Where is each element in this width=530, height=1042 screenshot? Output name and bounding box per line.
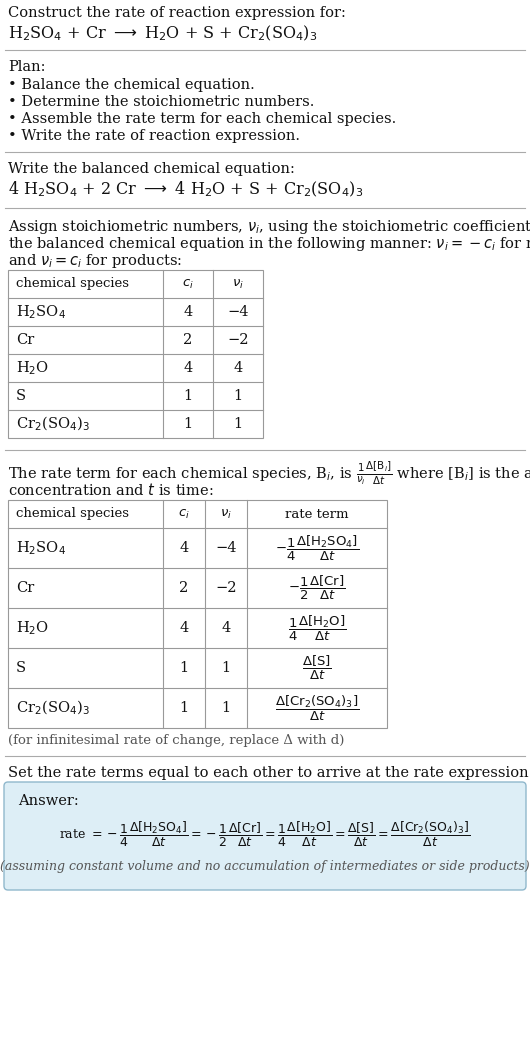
Text: $-\dfrac{1}{2}\dfrac{\Delta[\mathrm{Cr}]}{\Delta t}$: $-\dfrac{1}{2}\dfrac{\Delta[\mathrm{Cr}]… — [288, 574, 346, 602]
Text: $-\dfrac{1}{4}\dfrac{\Delta[\mathrm{H_2SO_4}]}{\Delta t}$: $-\dfrac{1}{4}\dfrac{\Delta[\mathrm{H_2S… — [275, 534, 359, 563]
Text: 1: 1 — [222, 661, 231, 675]
Text: Cr$_2$(SO$_4$)$_3$: Cr$_2$(SO$_4$)$_3$ — [16, 699, 90, 717]
Text: The rate term for each chemical species, B$_i$, is $\frac{1}{\nu_i}\frac{\Delta[: The rate term for each chemical species,… — [8, 460, 530, 488]
Text: H$_2$SO$_4$ + Cr $\longrightarrow$ H$_2$O + S + Cr$_2$(SO$_4$)$_3$: H$_2$SO$_4$ + Cr $\longrightarrow$ H$_2$… — [8, 24, 317, 44]
Text: (assuming constant volume and no accumulation of intermediates or side products): (assuming constant volume and no accumul… — [0, 860, 530, 873]
Text: −4: −4 — [215, 541, 237, 555]
Text: Assign stoichiometric numbers, $\nu_i$, using the stoichiometric coefficients, $: Assign stoichiometric numbers, $\nu_i$, … — [8, 218, 530, 235]
Text: 1: 1 — [233, 389, 243, 403]
Text: $\nu_i$: $\nu_i$ — [220, 507, 232, 521]
Text: Cr$_2$(SO$_4$)$_3$: Cr$_2$(SO$_4$)$_3$ — [16, 415, 90, 433]
Text: 4: 4 — [179, 621, 189, 635]
Text: and $\nu_i = c_i$ for products:: and $\nu_i = c_i$ for products: — [8, 252, 182, 270]
Text: 1: 1 — [183, 389, 192, 403]
Text: Construct the rate of reaction expression for:: Construct the rate of reaction expressio… — [8, 6, 346, 20]
Text: Plan:: Plan: — [8, 60, 46, 74]
Text: $\dfrac{1}{4}\dfrac{\Delta[\mathrm{H_2O}]}{\Delta t}$: $\dfrac{1}{4}\dfrac{\Delta[\mathrm{H_2O}… — [288, 614, 346, 643]
Text: 4: 4 — [179, 541, 189, 555]
Text: chemical species: chemical species — [16, 277, 129, 291]
Text: H$_2$O: H$_2$O — [16, 619, 49, 637]
Text: 4 H$_2$SO$_4$ + 2 Cr $\longrightarrow$ 4 H$_2$O + S + Cr$_2$(SO$_4$)$_3$: 4 H$_2$SO$_4$ + 2 Cr $\longrightarrow$ 4… — [8, 180, 363, 199]
Text: H$_2$O: H$_2$O — [16, 359, 49, 377]
Text: • Assemble the rate term for each chemical species.: • Assemble the rate term for each chemic… — [8, 111, 396, 126]
Text: • Write the rate of reaction expression.: • Write the rate of reaction expression. — [8, 129, 300, 143]
Bar — [8, 270, 263, 438]
Text: 1: 1 — [183, 417, 192, 431]
Text: 2: 2 — [179, 581, 189, 595]
FancyBboxPatch shape — [4, 782, 526, 890]
Text: $c_i$: $c_i$ — [182, 277, 194, 291]
Text: $\nu_i$: $\nu_i$ — [232, 277, 244, 291]
Text: rate $= -\dfrac{1}{4}\dfrac{\Delta[\mathrm{H_2SO_4}]}{\Delta t} = -\dfrac{1}{2}\: rate $= -\dfrac{1}{4}\dfrac{\Delta[\math… — [59, 820, 471, 849]
Text: Cr: Cr — [16, 333, 34, 347]
Text: 1: 1 — [233, 417, 243, 431]
Text: 1: 1 — [180, 661, 189, 675]
Text: chemical species: chemical species — [16, 507, 129, 521]
Text: $c_i$: $c_i$ — [178, 507, 190, 521]
Text: (for infinitesimal rate of change, replace Δ with d): (for infinitesimal rate of change, repla… — [8, 734, 344, 747]
Text: • Determine the stoichiometric numbers.: • Determine the stoichiometric numbers. — [8, 95, 314, 109]
Text: 4: 4 — [222, 621, 231, 635]
Text: S: S — [16, 661, 26, 675]
Text: H$_2$SO$_4$: H$_2$SO$_4$ — [16, 303, 66, 321]
Text: $\dfrac{\Delta[\mathrm{S}]}{\Delta t}$: $\dfrac{\Delta[\mathrm{S}]}{\Delta t}$ — [302, 654, 332, 683]
Text: concentration and $t$ is time:: concentration and $t$ is time: — [8, 482, 214, 498]
Text: 1: 1 — [222, 701, 231, 715]
Text: Set the rate terms equal to each other to arrive at the rate expression:: Set the rate terms equal to each other t… — [8, 766, 530, 780]
Text: −2: −2 — [227, 333, 249, 347]
Bar — [8, 500, 387, 728]
Text: 1: 1 — [180, 701, 189, 715]
Text: Answer:: Answer: — [18, 794, 79, 808]
Text: the balanced chemical equation in the following manner: $\nu_i = -c_i$ for react: the balanced chemical equation in the fo… — [8, 235, 530, 253]
Text: H$_2$SO$_4$: H$_2$SO$_4$ — [16, 539, 66, 556]
Text: −4: −4 — [227, 305, 249, 319]
Text: 2: 2 — [183, 333, 192, 347]
Text: $\dfrac{\Delta[\mathrm{Cr_2(SO_4)_3}]}{\Delta t}$: $\dfrac{\Delta[\mathrm{Cr_2(SO_4)_3}]}{\… — [275, 693, 359, 722]
Text: S: S — [16, 389, 26, 403]
Text: 4: 4 — [183, 361, 192, 375]
Text: Cr: Cr — [16, 581, 34, 595]
Text: Write the balanced chemical equation:: Write the balanced chemical equation: — [8, 162, 295, 176]
Text: • Balance the chemical equation.: • Balance the chemical equation. — [8, 78, 255, 92]
Text: 4: 4 — [183, 305, 192, 319]
Text: rate term: rate term — [285, 507, 349, 521]
Text: 4: 4 — [233, 361, 243, 375]
Text: −2: −2 — [215, 581, 237, 595]
